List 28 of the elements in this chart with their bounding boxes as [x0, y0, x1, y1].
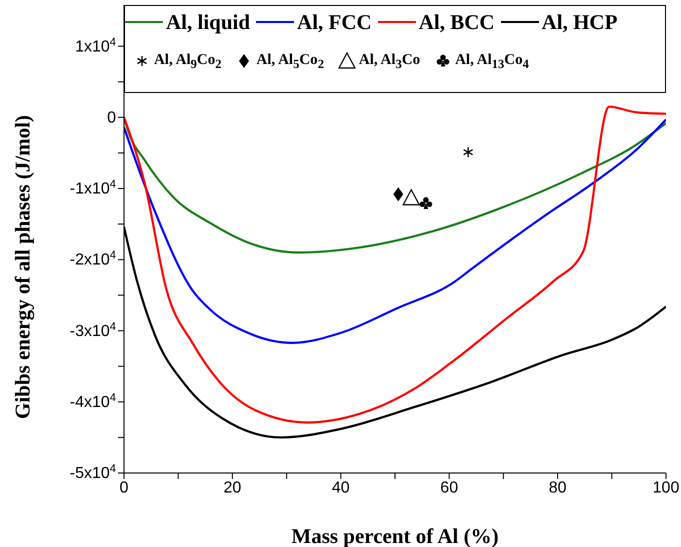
- y-tick-label: -4x10$^{4}$: [70, 392, 116, 411]
- y-tick-label: -3x10$^{4}$: [70, 320, 116, 340]
- x-tick-label: 100: [652, 479, 680, 496]
- line-series: [124, 106, 666, 424]
- point: [393, 187, 404, 202]
- point: [402, 189, 420, 206]
- line-series: [124, 118, 666, 344]
- y-tick-label: 1x10$^{4}$: [75, 36, 116, 56]
- y-tick-label: -1x10$^{4}$: [70, 178, 116, 198]
- legend-label: Al, Al$_{5}$Co$_{2}$: [256, 52, 324, 72]
- legend-label: Al, FCC: [297, 10, 372, 34]
- x-tick-label: 0: [120, 479, 129, 496]
- x-tick-label: 60: [440, 479, 458, 496]
- point: [463, 146, 474, 158]
- point: [420, 197, 432, 209]
- y-tick-label: -2x10$^{4}$: [70, 250, 116, 269]
- y-tick-label: -5x10$^{4}$: [70, 463, 116, 482]
- legend-label: Al, Al$_{3}$Co: [358, 52, 420, 72]
- legend-label: Al, BCC: [418, 10, 495, 34]
- y-axis-title: Gibbs energy of all phases (J/mol): [10, 115, 34, 419]
- x-tick-label: 20: [224, 479, 242, 496]
- y-tick-label: 0: [107, 109, 116, 126]
- legend-label: Al, liquid: [166, 10, 250, 34]
- legend-label: Al, HCP: [542, 10, 618, 34]
- x-tick-label: 80: [548, 479, 567, 496]
- legend-label: Al, Al$_{9}$Co$_{2}$: [154, 52, 222, 72]
- x-tick-label: 40: [332, 479, 350, 496]
- legend-label: Al, Al$_{13}$Co$_{4}$: [455, 52, 529, 72]
